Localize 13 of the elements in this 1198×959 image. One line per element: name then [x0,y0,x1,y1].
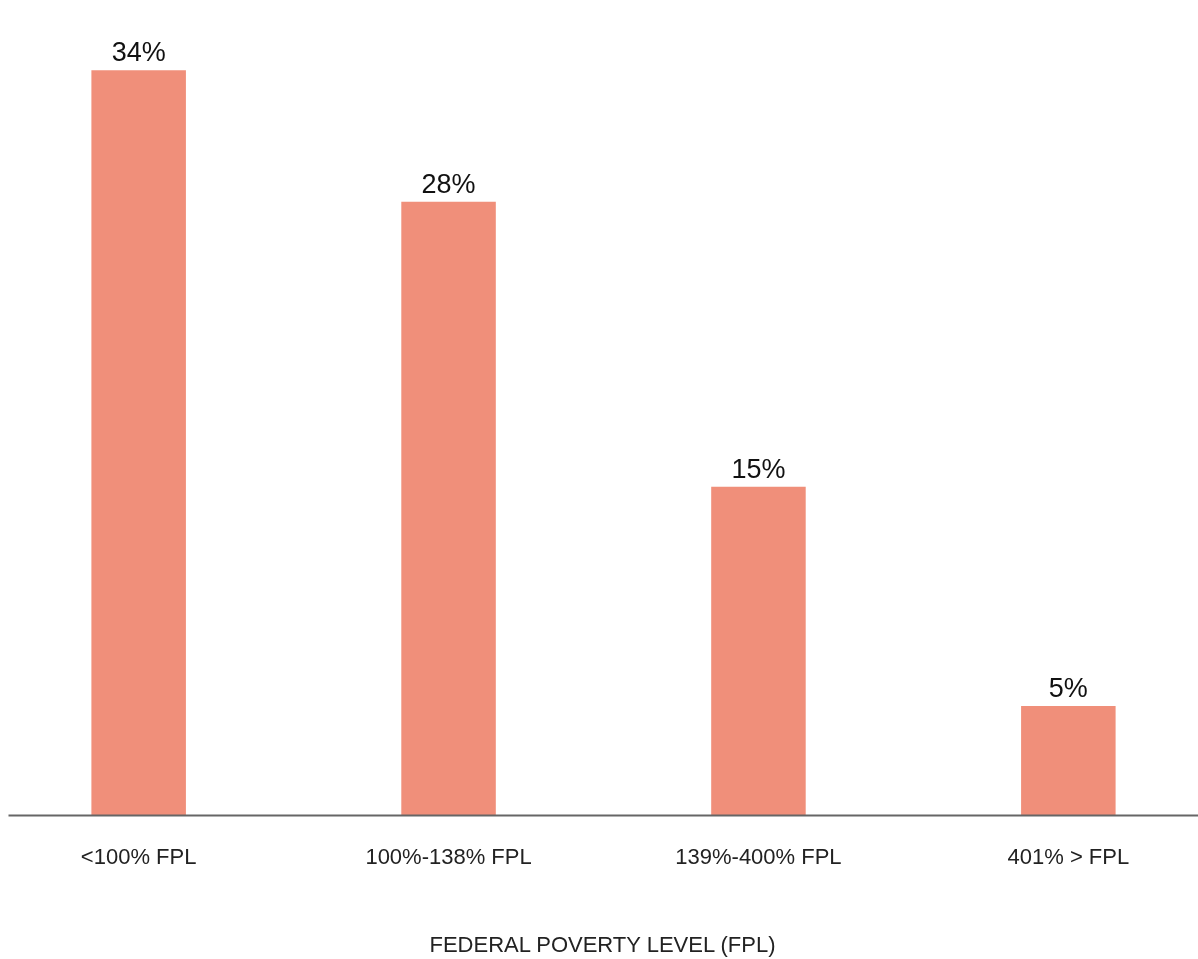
data-label: 15% [731,453,786,484]
bar [401,201,496,816]
x-tick-label: 401% > FPL [1007,843,1130,869]
x-tick-label: 139%-400% FPL [675,843,842,869]
x-tick-label: 100%-138% FPL [365,843,532,869]
data-label: 34% [111,37,166,68]
data-label: 28% [421,168,476,199]
bar [1021,705,1116,816]
bar [91,70,186,816]
x-tick-label: <100% FPL [80,843,197,869]
bar [711,486,806,816]
x-axis-title: FEDERAL POVERTY LEVEL (FPL) [429,931,776,957]
data-label: 5% [1048,672,1088,703]
